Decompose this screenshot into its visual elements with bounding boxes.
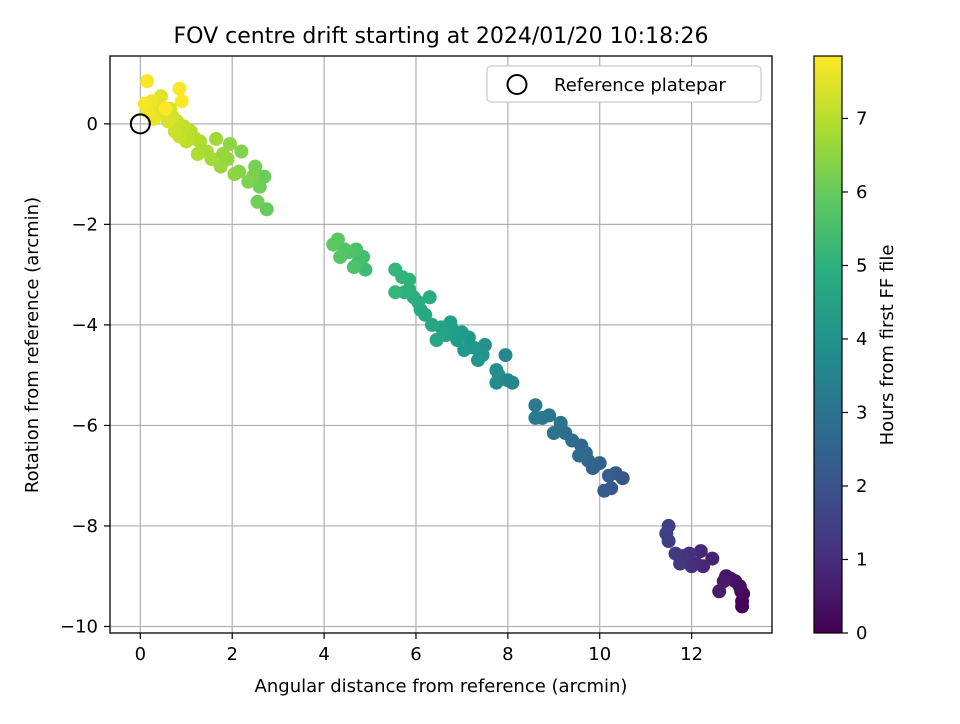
data-point xyxy=(429,333,444,347)
reference-marker xyxy=(129,113,151,135)
x-tick-label: 12 xyxy=(680,644,703,665)
data-point xyxy=(553,415,568,430)
data-point xyxy=(528,398,543,413)
data-point xyxy=(216,147,230,161)
x-axis-label: Angular distance from reference (arcmin) xyxy=(255,676,628,697)
colorbar-tick-label: 0 xyxy=(856,623,867,644)
y-tick-label: −8 xyxy=(71,516,98,537)
data-point xyxy=(546,426,561,440)
data-point xyxy=(241,174,256,189)
colorbar-gradient xyxy=(813,55,843,634)
x-axis-ticks: 0 2 4 6 8 10 12 xyxy=(135,633,703,665)
data-point xyxy=(234,144,249,159)
colorbar-tick-label: 5 xyxy=(856,255,867,276)
data-point xyxy=(140,74,155,89)
data-point xyxy=(422,290,437,305)
data-point xyxy=(388,262,403,277)
data-point xyxy=(498,348,513,363)
data-point xyxy=(601,468,616,483)
data-point xyxy=(174,94,189,109)
data-point xyxy=(209,131,224,146)
data-point xyxy=(712,584,727,599)
data-point xyxy=(167,124,182,139)
colorbar: 0 1 2 3 4 5 6 7 Hours from first FF file xyxy=(813,55,898,644)
data-point xyxy=(346,260,361,275)
data-point xyxy=(572,448,587,463)
data-point xyxy=(489,363,504,378)
plot-frame xyxy=(109,55,773,634)
x-tick-label: 10 xyxy=(588,644,611,665)
x-tick-label: 4 xyxy=(318,644,329,665)
colorbar-ticks: 0 1 2 3 4 5 6 7 xyxy=(842,108,867,644)
legend-reference-label: Reference platepar xyxy=(554,75,726,96)
y-axis-ticks: 0 −2 −4 −6 −8 −10 xyxy=(60,114,110,637)
data-point xyxy=(471,353,485,368)
data-point xyxy=(489,375,504,390)
x-tick-label: 2 xyxy=(226,644,237,665)
legend-box xyxy=(486,65,762,103)
data-point xyxy=(326,237,341,252)
grid-lines xyxy=(110,56,772,633)
y-tick-label: −2 xyxy=(71,214,98,235)
data-point xyxy=(172,81,187,96)
data-point xyxy=(693,544,708,559)
y-tick-label: 0 xyxy=(87,114,98,135)
data-point xyxy=(227,167,242,182)
data-point xyxy=(425,317,439,332)
data-point xyxy=(158,101,173,116)
data-point xyxy=(250,194,265,209)
colorbar-tick-label: 6 xyxy=(856,182,867,203)
colorbar-tick-label: 4 xyxy=(856,329,867,350)
scatter-points xyxy=(137,74,751,614)
data-point xyxy=(252,179,267,194)
data-point xyxy=(190,147,205,161)
y-tick-label: −10 xyxy=(60,616,98,637)
legend-reference-marker xyxy=(506,74,528,95)
data-point xyxy=(528,410,543,425)
data-point xyxy=(213,159,228,174)
data-point xyxy=(222,137,237,151)
colorbar-tick-label: 2 xyxy=(856,476,867,497)
y-tick-label: −4 xyxy=(71,315,98,336)
data-point xyxy=(137,96,152,111)
x-tick-label: 0 xyxy=(135,644,146,665)
data-point xyxy=(388,285,403,300)
data-point xyxy=(668,546,683,561)
y-tick-label: −6 xyxy=(71,415,98,436)
data-point xyxy=(705,551,720,566)
colorbar-tick-label: 7 xyxy=(856,108,867,129)
data-point xyxy=(457,343,472,357)
colorbar-label: Hours from first FF file xyxy=(877,245,898,446)
colorbar-tick-label: 3 xyxy=(856,402,867,423)
y-axis-label: Rotation from reference (arcmin) xyxy=(22,197,43,493)
x-tick-label: 8 xyxy=(502,644,513,665)
colorbar-tick-label: 1 xyxy=(856,549,867,570)
data-point xyxy=(597,483,612,498)
data-point xyxy=(684,559,699,574)
chart-title: FOV centre drift starting at 2024/01/20 … xyxy=(174,24,709,49)
legend: Reference platepar xyxy=(486,65,762,103)
data-point xyxy=(333,250,348,264)
x-tick-label: 6 xyxy=(410,644,421,665)
data-point xyxy=(661,518,676,533)
